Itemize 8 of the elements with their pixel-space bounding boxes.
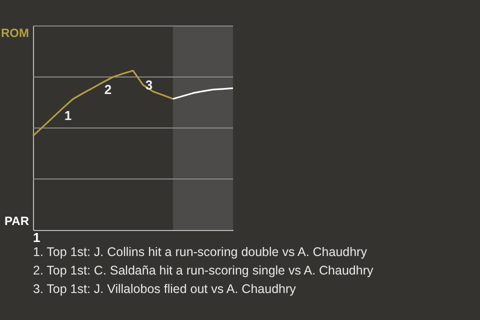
annotation: 2: [104, 82, 112, 97]
text: 1: [33, 230, 40, 245]
text: 3. Top 1st: J. Villalobos flied out vs A. Chaudhry: [33, 282, 297, 296]
annotation: 1: [64, 108, 72, 123]
text: 1. Top 1st: J. Collins hit a run-scoring double vs A. Chaudhry: [33, 245, 368, 259]
text: ROM: [1, 26, 29, 40]
text: PAR: [4, 214, 30, 228]
text: 2. Top 1st: C. Saldaña hit a run-scoring single vs A. Chaudhry: [33, 264, 374, 278]
